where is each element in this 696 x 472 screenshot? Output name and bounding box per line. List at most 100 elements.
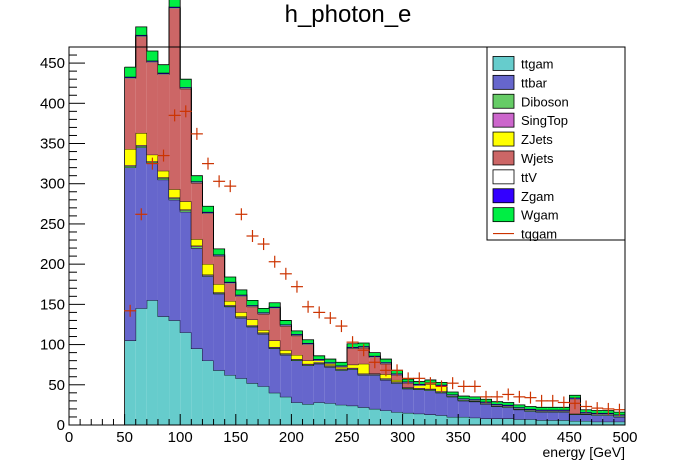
bar-ttgam-40 [569, 420, 581, 425]
bar-Diboson-18 [324, 366, 336, 368]
bar-ttbar-2 [146, 163, 158, 301]
bar-ttbar-5 [180, 211, 192, 333]
bar-ZJets-8 [213, 284, 225, 293]
marker-tqgam-37 [535, 394, 548, 407]
marker-tqgam-35 [513, 390, 526, 403]
x-tick-label: 300 [390, 429, 415, 446]
bar-SingTop-10 [235, 316, 247, 318]
bar-Wgam-14 [280, 320, 292, 325]
bar-ZJets-23 [380, 374, 392, 379]
bar-Wgam-1 [135, 26, 147, 35]
bar-Wgam-37 [536, 407, 548, 410]
y-axis: 0 50 100 150 200 250 300 350 400 450 [40, 46, 85, 434]
bar-Wgam-17 [313, 355, 325, 360]
bar-SingTop-8 [213, 292, 225, 294]
bar-Diboson-6 [191, 246, 203, 249]
bar-Wgam-19 [335, 362, 347, 366]
bar-ttgam-29 [447, 416, 459, 425]
bar-ZJets-0 [124, 149, 136, 166]
bar-Diboson-37 [536, 411, 548, 413]
bar-ttV-15 [291, 334, 303, 336]
y-tick-label: 0 [57, 417, 65, 434]
bar-SingTop-4 [169, 197, 181, 199]
bar-SingTop-23 [380, 378, 392, 380]
bar-Wjets-8 [213, 256, 225, 285]
x-tick-label: 100 [168, 429, 193, 446]
bar-Diboson-24 [391, 382, 403, 384]
bar-Diboson-7 [202, 275, 214, 277]
marker-tqgam-34 [502, 388, 515, 401]
marker-tqgam-32 [480, 390, 492, 403]
bar-Wgam-6 [191, 175, 203, 182]
bar-ZJets-19 [335, 367, 347, 369]
marker-tqgam-33 [491, 390, 504, 403]
bar-Diboson-19 [335, 369, 347, 371]
bar-ttgam-21 [358, 407, 370, 425]
marker-tqgam-29 [446, 377, 459, 390]
bar-ttgam-37 [536, 420, 548, 425]
bar-Wgam-22 [369, 352, 381, 356]
marker-tqgam-24 [391, 364, 404, 377]
bar-Wgam-12 [258, 308, 270, 313]
x-tick-label: 200 [279, 429, 304, 446]
bar-SingTop-13 [269, 346, 281, 348]
bar-Wjets-0 [124, 78, 136, 150]
bar-ttV-20 [347, 347, 359, 349]
legend-swatch [492, 131, 515, 147]
bar-ttV-26 [413, 384, 425, 386]
bar-ttV-7 [202, 212, 214, 214]
bar-ttV-32 [480, 402, 492, 404]
bar-Wjets-9 [224, 283, 236, 302]
bar-ttbar-32 [480, 404, 492, 419]
bar-Zgam-30 [458, 398, 470, 400]
bar-ttV-14 [280, 325, 292, 327]
marker-tqgam-30 [457, 380, 470, 393]
bar-Zgam-6 [191, 181, 203, 183]
bar-Diboson-35 [513, 408, 525, 410]
bar-ZJets-20 [347, 364, 359, 368]
bar-SingTop-12 [258, 332, 270, 334]
bar-ttgam-1 [135, 308, 147, 425]
legend-entry-Wjets: Wjets [492, 150, 554, 166]
bar-ttgam-34 [502, 418, 514, 425]
marker-tqgam-0 [124, 304, 137, 317]
bar-Wgam-33 [491, 401, 503, 405]
bar-Diboson-25 [402, 388, 414, 389]
bar-ttgam-5 [180, 332, 192, 425]
bar-Wgam-7 [202, 206, 214, 212]
chart-title: h_photon_e [285, 1, 412, 28]
legend-label: Zgam [521, 189, 554, 204]
bar-Diboson-11 [246, 326, 259, 327]
bar-SingTop-24 [391, 381, 403, 383]
marker-tqgam-15 [290, 280, 303, 293]
bar-Zgam-19 [335, 365, 347, 367]
bar-SingTop-11 [246, 325, 259, 327]
bar-Diboson-16 [302, 364, 314, 366]
bar-Diboson-42 [591, 414, 603, 416]
bar-Wjets-1 [135, 36, 147, 134]
bar-Wgam-40 [569, 395, 581, 398]
bar-Zgam-29 [447, 394, 459, 396]
bar-ttbar-29 [447, 396, 459, 417]
y-tick-label: 350 [40, 136, 65, 153]
bar-Zgam-11 [246, 305, 259, 306]
bar-SingTop-17 [313, 362, 325, 364]
bar-Wgam-0 [124, 67, 136, 77]
bar-ttgam-28 [435, 415, 448, 425]
bar-Wgam-13 [269, 302, 281, 307]
marker-tqgam-8 [213, 175, 226, 188]
bar-ttgam-0 [124, 340, 136, 425]
bar-ttgam-11 [246, 383, 259, 425]
bar-Diboson-4 [169, 198, 181, 200]
bar-Wgam-23 [380, 359, 392, 363]
bar-Wjets-25 [402, 383, 414, 388]
bar-Diboson-27 [424, 389, 436, 391]
bar-Wgam-16 [302, 339, 314, 343]
marker-tqgam-40 [568, 397, 581, 410]
bar-ttgam-2 [146, 300, 158, 425]
bar-ttbar-24 [391, 383, 403, 413]
bar-ZJets-5 [180, 201, 192, 210]
legend-swatch [492, 56, 515, 71]
bar-ttbar-34 [502, 407, 514, 419]
bar-Zgam-0 [124, 76, 136, 78]
